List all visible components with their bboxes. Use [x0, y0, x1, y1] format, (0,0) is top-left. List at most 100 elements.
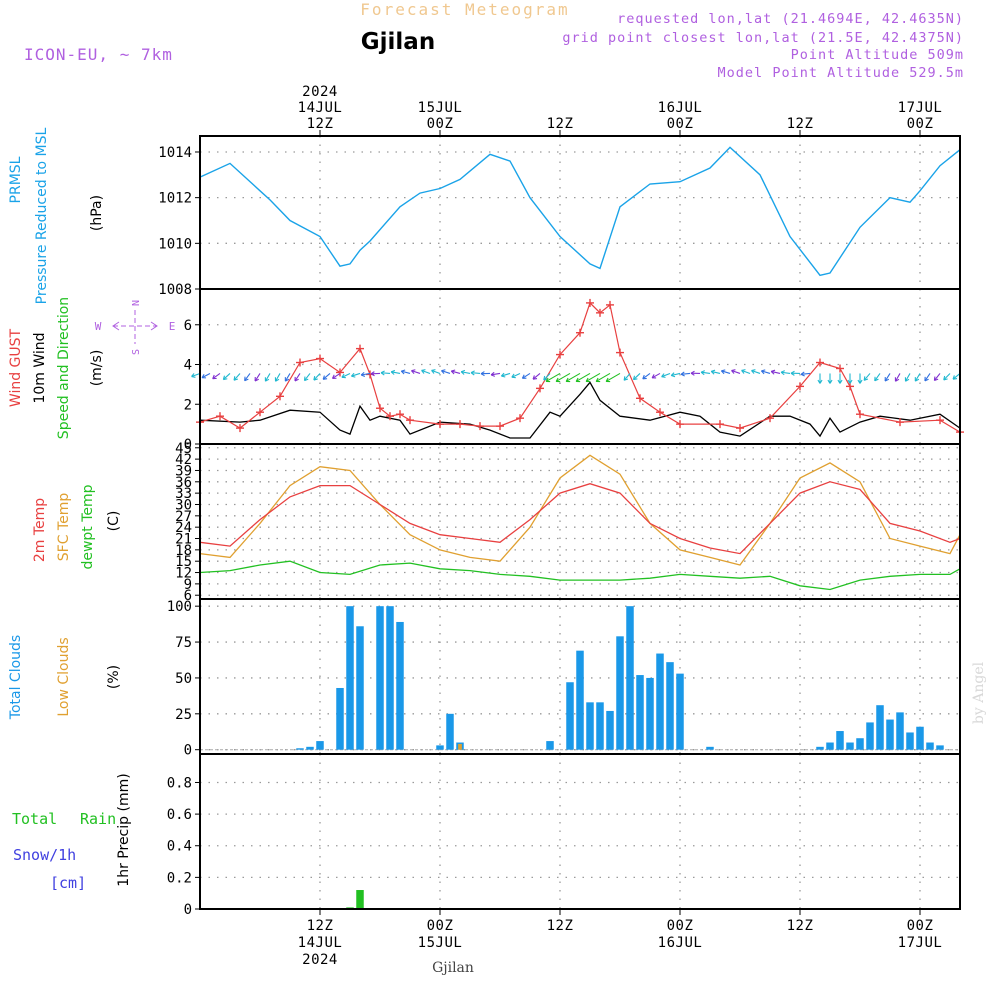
wind-direction-barb	[421, 369, 431, 374]
barb-head-a	[915, 378, 920, 382]
compass-e: E	[169, 320, 176, 333]
wind-direction-barb	[411, 369, 421, 375]
wind-gust-marker	[716, 420, 724, 429]
wind-direction-barb	[431, 369, 441, 374]
wind-direction-barb	[642, 373, 651, 380]
barb-head-b	[623, 376, 626, 381]
barb-shaft	[421, 369, 431, 374]
wind-direction-barb	[441, 369, 451, 375]
footer-location: Gjilan	[432, 960, 474, 976]
barb-head-b	[451, 369, 456, 372]
barb-head-a	[623, 378, 629, 381]
temp-unit: (C)	[106, 511, 122, 532]
pressure-ytick-label: 1010	[158, 236, 192, 252]
wind-direction-barb	[751, 369, 761, 374]
barb-head-a	[780, 371, 785, 376]
barb-shaft	[322, 373, 331, 380]
barb-shaft	[470, 372, 481, 375]
wind-direction-barb	[390, 369, 401, 375]
compass-s: S	[131, 349, 142, 355]
barb-head-a	[360, 374, 366, 377]
wind-direction-barb	[555, 372, 571, 383]
barb-head-b	[827, 379, 831, 384]
wind-gust-marker	[636, 394, 644, 403]
wind-gust-marker	[236, 424, 244, 433]
barb-head-a	[233, 378, 239, 381]
barb-head-b	[545, 377, 549, 382]
wind-direction-barb	[952, 373, 961, 380]
barb-head-b	[390, 369, 396, 373]
barb-head-b	[521, 374, 525, 379]
cloud-bar	[836, 731, 844, 750]
barb-head-a	[671, 374, 676, 378]
barb-shaft	[605, 372, 621, 382]
bottom-time-label: 16JUL	[658, 935, 703, 951]
wind-direction-barb	[480, 371, 491, 377]
barb-head-b	[651, 374, 655, 379]
barb-shaft	[451, 370, 461, 374]
pressure-label-msl: Pressure Reduced to MSL	[34, 127, 50, 304]
temp-ytick-label: 21	[175, 532, 192, 548]
barb-head-b	[555, 377, 559, 382]
barb-head-a	[421, 370, 425, 374]
barb-head-b	[761, 369, 766, 372]
pressure-ytick-label: 1014	[158, 145, 192, 161]
wind-gust-marker	[356, 344, 364, 353]
barb-head-b	[431, 369, 436, 371]
wind-gust-marker	[606, 300, 614, 309]
barb-head-a	[874, 378, 879, 382]
barb-shaft	[411, 370, 421, 374]
barb-head-b	[817, 379, 821, 384]
cloud-bar	[926, 742, 934, 750]
barb-shaft	[431, 369, 441, 374]
barb-head-b	[370, 371, 375, 375]
cloud-bar	[916, 726, 924, 750]
cloud-bar	[826, 742, 834, 750]
top-time-label: 16JUL	[658, 100, 703, 116]
bottom-time-label: 00Z	[907, 918, 934, 934]
cloud-bar	[336, 687, 344, 750]
compass-n: N	[131, 300, 142, 306]
wind-gust-marker	[856, 410, 864, 419]
wind-direction-barb	[837, 373, 843, 384]
wind-direction-barb	[857, 373, 863, 384]
barb-head-a	[934, 378, 939, 382]
top-time-label: 00Z	[907, 116, 934, 132]
barb-shaft	[671, 372, 681, 377]
barb-shaft	[545, 372, 561, 382]
wind-gust-marker	[676, 420, 684, 429]
barb-shaft	[441, 370, 451, 374]
barb-head-b	[201, 373, 205, 378]
wind-ytick-label: 0	[184, 437, 192, 453]
barb-head-b	[543, 375, 546, 381]
barb-head-a	[884, 378, 890, 382]
barb-head-b	[585, 377, 589, 382]
wind-gust-line	[199, 301, 961, 433]
pressure-line	[199, 146, 961, 277]
pressure-ytick-label: 1008	[158, 282, 192, 298]
location-title: Gjilan	[361, 29, 435, 55]
barb-shaft	[313, 373, 321, 381]
wind-direction-barb	[565, 372, 581, 383]
barb-shaft	[332, 372, 341, 379]
barb-head-a	[532, 378, 538, 380]
barb-head-b	[952, 375, 955, 380]
barb-shaft	[543, 373, 551, 381]
wind-gust-marker	[766, 414, 774, 423]
barb-head-b	[360, 371, 365, 376]
barb-shaft	[341, 372, 351, 378]
clouds-ytick-label: 75	[175, 635, 192, 651]
barb-head-b	[943, 375, 946, 381]
barb-shaft	[905, 373, 911, 382]
wind-direction-barb	[360, 371, 371, 377]
wind-gust-marker	[216, 412, 224, 421]
barb-head-a	[400, 370, 405, 375]
barb-shaft	[380, 372, 391, 375]
bottom-time-label: 12Z	[787, 918, 814, 934]
barb-head-a	[275, 378, 280, 382]
cloud-bar	[566, 682, 574, 750]
barb-head-b	[532, 375, 535, 380]
